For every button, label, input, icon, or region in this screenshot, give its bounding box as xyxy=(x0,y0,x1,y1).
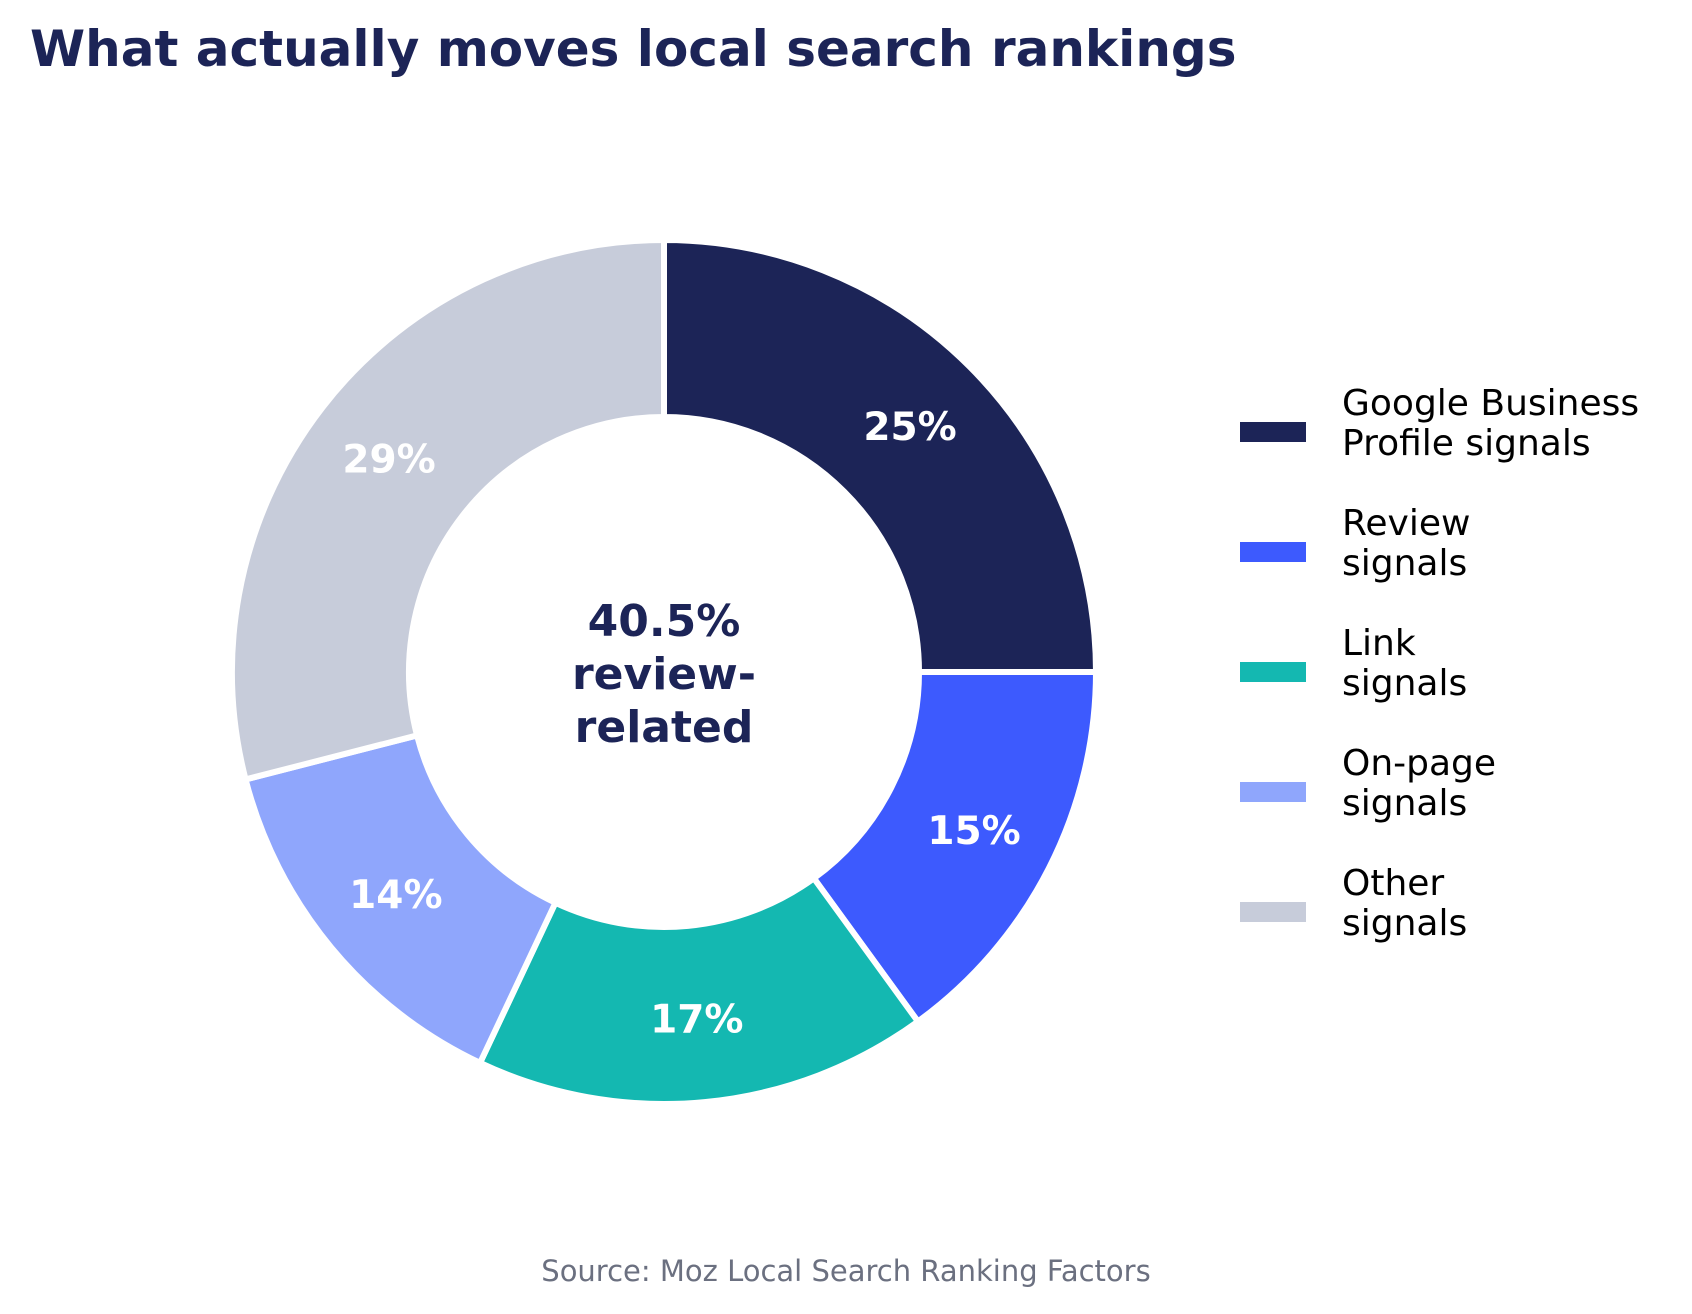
legend-swatch xyxy=(1240,662,1306,682)
chart-title: What actually moves local search ranking… xyxy=(30,20,1237,78)
donut-slices xyxy=(229,237,1099,1107)
legend-swatch xyxy=(1240,542,1306,562)
center-label-line: review- xyxy=(572,649,756,700)
donut-slice xyxy=(810,669,1099,1025)
legend-swatch xyxy=(1240,782,1306,802)
donut-slice xyxy=(229,237,667,783)
center-label: 40.5% review- related xyxy=(572,596,756,753)
donut-slice xyxy=(661,237,1099,675)
slice-value-label: 15% xyxy=(927,809,1020,854)
legend-label: Review signals xyxy=(1342,503,1471,584)
legend-label: Other signals xyxy=(1342,863,1468,944)
source-note: Source: Moz Local Search Ranking Factors xyxy=(541,1254,1151,1288)
legend-label: Google Business Profile signals xyxy=(1342,383,1640,464)
donut-slice xyxy=(477,875,921,1107)
legend-label: Link signals xyxy=(1342,623,1468,704)
legend-swatch xyxy=(1240,422,1306,442)
center-label-line: related xyxy=(575,702,754,753)
slice-labels: 25% 15% 17% 14% 29% xyxy=(342,405,1020,1043)
legend-swatch xyxy=(1240,902,1306,922)
slice-value-label: 25% xyxy=(863,405,956,450)
slice-value-label: 17% xyxy=(650,997,743,1042)
donut-slice xyxy=(242,732,559,1066)
slice-value-label: 29% xyxy=(342,438,435,483)
slice-value-label: 14% xyxy=(349,873,442,918)
center-label-value: 40.5% xyxy=(588,596,741,647)
legend-label: On-page signals xyxy=(1342,743,1497,824)
